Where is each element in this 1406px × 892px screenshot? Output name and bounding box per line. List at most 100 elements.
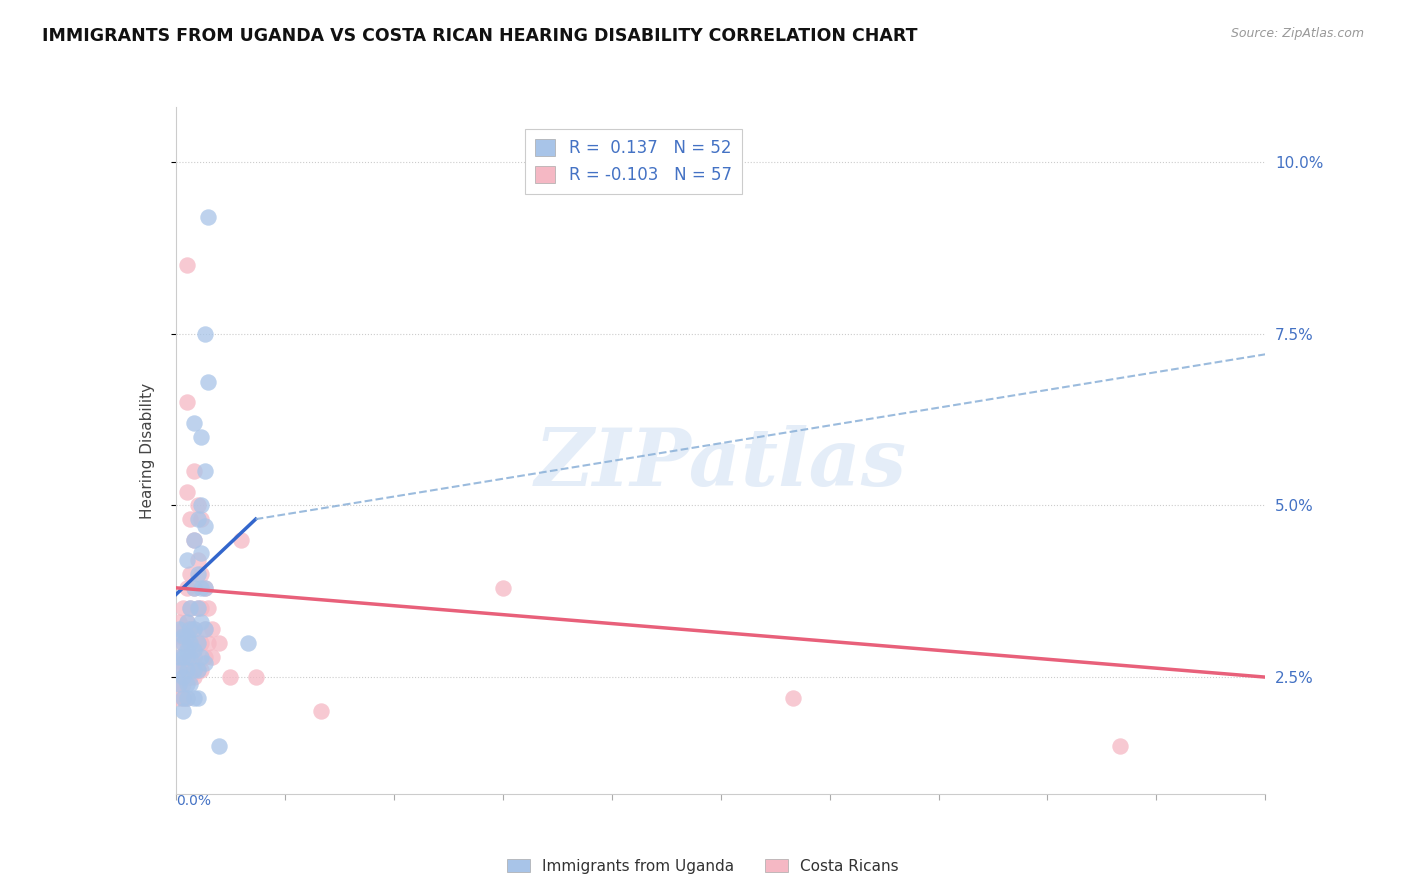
Point bbox=[194, 622, 217, 636]
Point bbox=[186, 499, 209, 513]
Point bbox=[179, 512, 201, 526]
Point bbox=[172, 690, 194, 705]
Point bbox=[183, 622, 205, 636]
Point bbox=[186, 553, 209, 567]
Point bbox=[172, 677, 194, 691]
Point bbox=[194, 622, 217, 636]
Point bbox=[176, 649, 198, 664]
Point bbox=[186, 636, 209, 650]
Y-axis label: Hearing Disability: Hearing Disability bbox=[141, 383, 155, 518]
Point bbox=[179, 601, 201, 615]
Point bbox=[169, 677, 191, 691]
Point bbox=[183, 622, 205, 636]
Point bbox=[190, 430, 212, 444]
Point bbox=[183, 533, 205, 547]
Point bbox=[186, 601, 209, 615]
Point bbox=[231, 533, 253, 547]
Point bbox=[169, 649, 191, 664]
Point bbox=[309, 705, 332, 719]
Text: ZIPatlas: ZIPatlas bbox=[534, 425, 907, 503]
Point bbox=[176, 642, 198, 657]
Legend: Immigrants from Uganda, Costa Ricans: Immigrants from Uganda, Costa Ricans bbox=[501, 853, 905, 880]
Point bbox=[183, 670, 205, 684]
Point bbox=[1109, 739, 1132, 753]
Point bbox=[169, 615, 191, 630]
Point bbox=[183, 464, 205, 478]
Point bbox=[201, 649, 224, 664]
Point bbox=[197, 210, 219, 224]
Point bbox=[176, 553, 198, 567]
Point bbox=[172, 622, 194, 636]
Point bbox=[183, 416, 205, 430]
Point bbox=[179, 622, 201, 636]
Point bbox=[194, 326, 217, 341]
Point bbox=[169, 663, 191, 677]
Point bbox=[183, 663, 205, 677]
Point bbox=[238, 636, 260, 650]
Point bbox=[172, 690, 194, 705]
Point bbox=[172, 636, 194, 650]
Point bbox=[179, 601, 201, 615]
Point bbox=[194, 519, 217, 533]
Point bbox=[186, 663, 209, 677]
Point bbox=[194, 581, 217, 595]
Point bbox=[197, 601, 219, 615]
Point bbox=[176, 615, 198, 630]
Point bbox=[190, 581, 212, 595]
Point bbox=[194, 649, 217, 664]
Point bbox=[176, 395, 198, 409]
Point bbox=[183, 581, 205, 595]
Point bbox=[169, 663, 191, 677]
Point bbox=[190, 636, 212, 650]
Text: 0.0%: 0.0% bbox=[176, 794, 211, 808]
Point bbox=[176, 615, 198, 630]
Point bbox=[176, 663, 198, 677]
Legend: R =  0.137   N = 52, R = -0.103   N = 57: R = 0.137 N = 52, R = -0.103 N = 57 bbox=[526, 129, 741, 194]
Text: Source: ZipAtlas.com: Source: ZipAtlas.com bbox=[1230, 27, 1364, 40]
Point bbox=[201, 622, 224, 636]
Point bbox=[186, 690, 209, 705]
Point bbox=[219, 670, 242, 684]
Point bbox=[176, 690, 198, 705]
Point bbox=[172, 601, 194, 615]
Point bbox=[176, 258, 198, 272]
Point bbox=[183, 642, 205, 657]
Point bbox=[179, 670, 201, 684]
Point bbox=[176, 629, 198, 643]
Point bbox=[197, 636, 219, 650]
Point bbox=[186, 636, 209, 650]
Point bbox=[186, 663, 209, 677]
Point bbox=[190, 663, 212, 677]
Point bbox=[176, 663, 198, 677]
Point bbox=[172, 629, 194, 643]
Point bbox=[208, 739, 231, 753]
Point bbox=[190, 512, 212, 526]
Point bbox=[176, 677, 198, 691]
Point bbox=[190, 615, 212, 630]
Point bbox=[179, 649, 201, 664]
Point bbox=[172, 657, 194, 671]
Point bbox=[183, 581, 205, 595]
Point bbox=[179, 636, 201, 650]
Point bbox=[172, 649, 194, 664]
Point bbox=[186, 567, 209, 582]
Point bbox=[190, 649, 212, 664]
Point bbox=[176, 690, 198, 705]
Point bbox=[179, 649, 201, 664]
Point bbox=[179, 622, 201, 636]
Point bbox=[169, 690, 191, 705]
Point bbox=[172, 705, 194, 719]
Point bbox=[169, 622, 191, 636]
Point bbox=[194, 464, 217, 478]
Point bbox=[179, 677, 201, 691]
Text: IMMIGRANTS FROM UGANDA VS COSTA RICAN HEARING DISABILITY CORRELATION CHART: IMMIGRANTS FROM UGANDA VS COSTA RICAN HE… bbox=[42, 27, 918, 45]
Point bbox=[190, 499, 212, 513]
Point bbox=[183, 533, 205, 547]
Point bbox=[190, 546, 212, 561]
Point bbox=[197, 375, 219, 389]
Point bbox=[208, 636, 231, 650]
Point bbox=[194, 657, 217, 671]
Point bbox=[190, 567, 212, 582]
Point bbox=[176, 636, 198, 650]
Point bbox=[172, 636, 194, 650]
